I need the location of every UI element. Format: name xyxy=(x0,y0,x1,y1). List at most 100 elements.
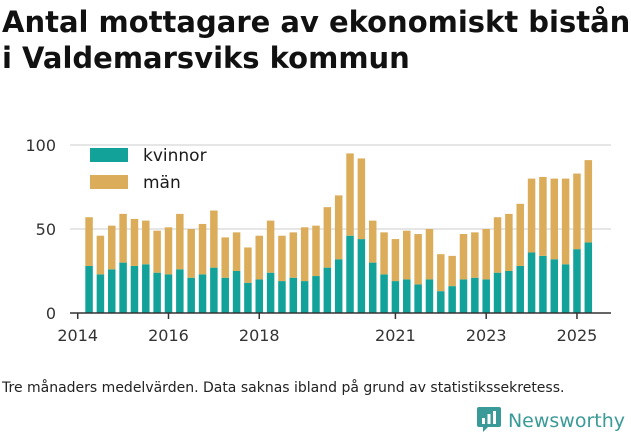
bar-kvinnor xyxy=(357,239,366,313)
bar-kvinnor xyxy=(187,277,195,313)
brand-name: Newsworthy xyxy=(507,410,625,432)
bar-man xyxy=(300,227,309,282)
legend-kvinnor-label: kvinnor xyxy=(143,146,207,166)
bar-man xyxy=(391,239,400,282)
y-tick-label: 0 xyxy=(46,304,56,323)
bar-kvinnor xyxy=(437,291,445,313)
bar-man xyxy=(176,213,184,270)
bar-kvinnor xyxy=(584,242,593,313)
bar-kvinnor xyxy=(516,265,524,313)
bar-kvinnor xyxy=(289,277,298,313)
bar-man xyxy=(471,232,479,278)
bar-man xyxy=(561,178,570,265)
bar-kvinnor xyxy=(505,271,513,313)
bar-kvinnor xyxy=(278,281,286,313)
bar-kvinnor xyxy=(573,249,581,313)
brand-logo[interactable]: Newsworthy xyxy=(476,407,625,435)
bar-man xyxy=(96,235,105,275)
chart-title-line-1: Antal mottagare av ekonomiskt bistånd xyxy=(2,5,631,39)
bar-man xyxy=(425,229,434,280)
chart-caption: Tre månaders medelvärden. Data saknas ib… xyxy=(2,380,565,396)
bar-man xyxy=(550,178,559,260)
bar-kvinnor xyxy=(414,284,422,313)
bar-man xyxy=(232,232,241,271)
bar-kvinnor xyxy=(176,269,184,313)
bar-man xyxy=(527,178,536,253)
bar-kvinnor xyxy=(312,276,320,313)
bar-kvinnor xyxy=(130,265,139,313)
bar-man xyxy=(278,235,286,282)
x-tick-label: 2014 xyxy=(57,326,98,345)
bar-kvinnor xyxy=(482,279,490,313)
bar-kvinnor xyxy=(119,262,127,313)
bar-man xyxy=(414,234,422,285)
bar-kvinnor xyxy=(459,279,468,313)
bar-man xyxy=(221,237,229,278)
bar-kvinnor xyxy=(210,267,218,313)
bar-man xyxy=(142,220,150,265)
bar-kvinnor xyxy=(164,274,173,313)
bar-man xyxy=(244,247,252,283)
bar-man xyxy=(85,217,93,266)
bar-kvinnor xyxy=(255,279,264,313)
bar-man xyxy=(198,223,207,275)
bar-kvinnor xyxy=(266,272,275,313)
x-tick-label: 2023 xyxy=(466,326,507,345)
bar-man xyxy=(108,225,116,270)
bar-man xyxy=(380,232,388,275)
legend-man-swatch xyxy=(90,175,128,189)
newsworthy-logo-icon xyxy=(476,405,502,437)
bar-kvinnor xyxy=(142,264,150,313)
bar-man xyxy=(516,203,524,266)
bar-kvinnor xyxy=(244,282,252,313)
bar-kvinnor xyxy=(108,269,116,313)
bar-kvinnor xyxy=(85,265,93,313)
bar-man xyxy=(130,218,139,266)
bar-man xyxy=(448,255,456,287)
bar-kvinnor xyxy=(425,279,434,313)
bar-kvinnor xyxy=(221,277,229,313)
y-tick-label: 50 xyxy=(36,220,56,239)
bar-man xyxy=(584,160,593,243)
y-tick-label: 100 xyxy=(25,136,56,155)
bar-man xyxy=(505,213,513,271)
bar-kvinnor xyxy=(96,274,105,313)
bar-man xyxy=(482,229,490,280)
bar-kvinnor xyxy=(232,271,241,313)
bar-man xyxy=(493,217,502,273)
bar-kvinnor xyxy=(527,252,536,313)
bar-kvinnor xyxy=(561,264,570,313)
bar-man xyxy=(255,235,264,280)
bar-kvinnor xyxy=(300,281,309,313)
bar-kvinnor xyxy=(380,274,388,313)
chart-title: Antal mottagare av ekonomiskt bistånd i … xyxy=(2,4,631,76)
bar-man xyxy=(119,213,127,263)
bar-man xyxy=(368,220,377,263)
chart-title-line-2: i Valdemarsviks kommun xyxy=(2,41,410,75)
legend-kvinnor-swatch xyxy=(90,148,128,162)
bar-kvinnor xyxy=(153,272,161,313)
bar-man xyxy=(357,158,366,240)
bar-kvinnor xyxy=(471,277,479,313)
bar-kvinnor xyxy=(448,286,456,313)
x-tick-label: 2018 xyxy=(239,326,280,345)
bar-man xyxy=(403,230,411,280)
bar-chart: 0 50 100 2014 2016 2018 2021 2023 2025 kvinnor män xyxy=(25,136,611,345)
bar-man xyxy=(266,220,275,273)
bar-man xyxy=(323,207,332,268)
bar-kvinnor xyxy=(493,272,502,313)
bar-kvinnor xyxy=(550,259,559,313)
bar-kvinnor xyxy=(403,279,411,313)
bar-man xyxy=(289,232,298,278)
bar-man xyxy=(346,153,354,236)
bar-man xyxy=(437,254,445,292)
bar-man xyxy=(164,227,173,275)
bar-man xyxy=(334,195,343,260)
x-tick-label: 2016 xyxy=(148,326,189,345)
bar-man xyxy=(312,225,320,277)
bar-kvinnor xyxy=(368,262,377,313)
bar-kvinnor xyxy=(334,259,343,313)
x-tick-label: 2025 xyxy=(557,326,598,345)
bar-kvinnor xyxy=(346,235,354,313)
bar-kvinnor xyxy=(539,255,547,313)
